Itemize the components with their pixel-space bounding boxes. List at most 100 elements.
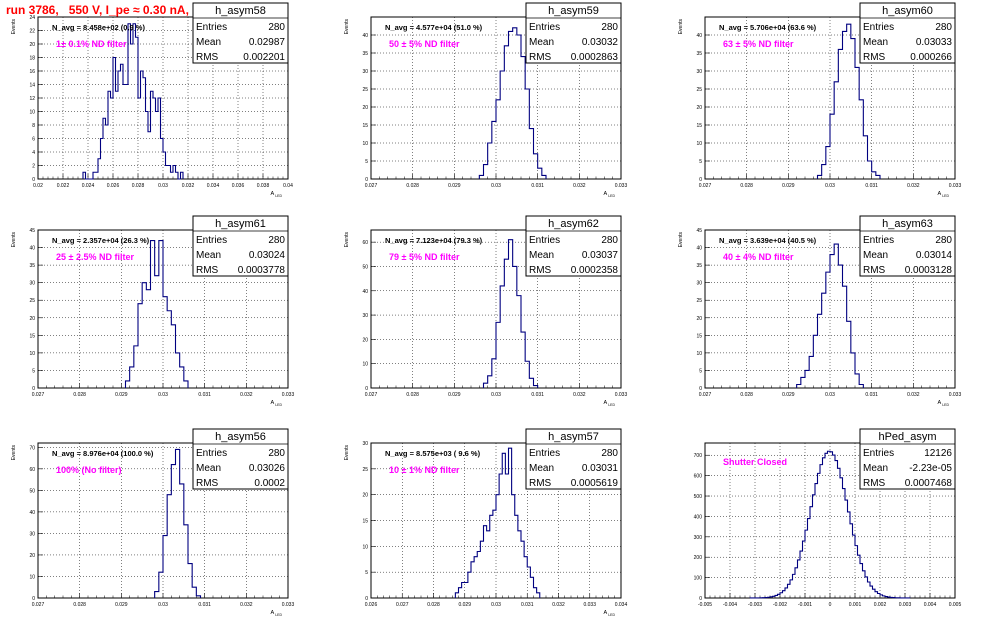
y-tick-label: 0 (699, 177, 702, 183)
y-tick-label: 700 (694, 453, 703, 459)
x-tick-label: 0.028 (132, 183, 145, 189)
histogram-line (796, 243, 864, 388)
stats-key-entries: Entries (863, 235, 894, 246)
histogram-panel-h_asym56: 0.027 0.028 0.029 0.03 0.031 0.032 0.033 0 10 20 3… (11, 428, 294, 617)
x-tick-label: 0.029 (782, 392, 795, 398)
stats-title: h_asym60 (882, 5, 933, 17)
x-tick-label: 0.028 (740, 183, 753, 189)
stats-box (859, 215, 956, 277)
y-tick-label: 5 (32, 368, 35, 374)
y-tick-label: 200 (694, 555, 703, 561)
x-tick-label: 0.033 (615, 183, 628, 189)
stats-title: h_asym56 (215, 431, 266, 443)
stats-key-mean: Mean (196, 463, 221, 474)
filter-annotation: 10 ± 1% ND filter (389, 465, 460, 475)
histogram-line (82, 23, 184, 180)
x-tick-label: 0.005 (949, 602, 962, 608)
filter-annotation: 100% (No filter) (56, 465, 122, 475)
x-axis-title: A LED (271, 400, 283, 407)
y-tick-label: 5 (699, 368, 702, 374)
x-tick-label: 0.028 (740, 392, 753, 398)
navg-label: N_avg = 7.123e+04 (79.3 %) (385, 236, 483, 245)
stats-key-mean: Mean (863, 250, 888, 261)
x-tick-label: 0.03 (158, 183, 168, 189)
x-tick-label: 0.026 (365, 602, 378, 608)
stats-title: h_asym57 (548, 431, 599, 443)
y-tick-label: 10 (29, 351, 35, 357)
x-tick-label: 0.029 (448, 392, 461, 398)
y-tick-label: 10 (29, 110, 35, 116)
histogram-line (478, 27, 547, 179)
x-tick-label: 0.031 (521, 602, 534, 608)
histogram-line (816, 23, 881, 179)
y-tick-label: 400 (694, 514, 703, 520)
x-tick-label: 0.031 (531, 392, 544, 398)
stats-key-rms: RMS (863, 52, 886, 63)
x-tick-label: 0.03 (158, 392, 168, 398)
x-tick-label: 0.031 (865, 392, 878, 398)
stats-title: h_asym61 (215, 218, 266, 230)
y-tick-label: 40 (696, 246, 702, 252)
y-tick-label: 30 (29, 531, 35, 537)
stats-box (192, 215, 289, 277)
y-tick-label: 4 (32, 150, 35, 156)
y-tick-label: 15 (696, 123, 702, 129)
stats-value-rms: 0.0002358 (571, 265, 619, 276)
y-tick-label: 0 (32, 596, 35, 602)
x-tick-label: 0.032 (573, 392, 586, 398)
navg-label: N_avg = 8.976e+04 (100.0 %) (52, 449, 154, 458)
stats-key-entries: Entries (529, 448, 560, 459)
x-tick-label: 0 (829, 602, 832, 608)
x-tick-label: 0.03 (491, 602, 501, 608)
x-tick-label: 0.028 (427, 602, 440, 608)
x-tick-label: 0.031 (865, 183, 878, 189)
stats-value-entries: 280 (268, 448, 285, 459)
histogram-line (482, 239, 539, 388)
x-axis-title: A LED (938, 400, 950, 407)
y-tick-label: 12 (29, 96, 35, 102)
x-tick-label: 0.03 (158, 602, 168, 608)
stats-key-rms: RMS (196, 52, 219, 63)
y-tick-label: 24 (29, 15, 35, 21)
y-tick-label: 40 (362, 33, 368, 39)
y-tick-label: 40 (29, 246, 35, 252)
y-tick-label: 10 (29, 574, 35, 580)
stats-box (525, 428, 622, 490)
x-axis-title: A LED (271, 610, 283, 617)
filter-annotation: 79 ± 5% ND filter (389, 252, 460, 262)
stats-value-rms: 0.0003778 (238, 265, 286, 276)
x-tick-label: 0.038 (257, 183, 270, 189)
stats-value-mean: 0.03037 (582, 250, 619, 261)
stats-key-rms: RMS (863, 478, 886, 489)
stats-value-rms: 0.0007468 (905, 478, 953, 489)
x-tick-label: 0.027 (699, 392, 712, 398)
y-tick-label: 300 (694, 535, 703, 541)
y-tick-label: 60 (362, 240, 368, 246)
histogram-panel-hPed_asym: -0.005 -0.004 -0.003 -0.002 -0.001 0 0.001 0.00… (694, 428, 962, 608)
y-tick-label: 35 (362, 51, 368, 57)
y-tick-label: 25 (696, 298, 702, 304)
y-tick-label: 10 (362, 544, 368, 550)
y-tick-label: 20 (696, 105, 702, 111)
x-tick-label: 0.03 (491, 392, 501, 398)
x-axis-title: A LED (604, 400, 616, 407)
y-tick-label: 6 (32, 137, 35, 143)
x-axis-title: A LED (604, 191, 616, 198)
y-axis-title: Events (11, 232, 17, 248)
y-tick-label: 35 (696, 51, 702, 57)
y-tick-label: 16 (29, 69, 35, 75)
x-tick-label: 0.029 (115, 602, 128, 608)
x-tick-label: 0.003 (899, 602, 912, 608)
x-tick-label: 0.032 (573, 183, 586, 189)
stats-value-entries: 280 (601, 235, 618, 246)
y-axis-title: Events (344, 19, 350, 35)
x-tick-label: -0.003 (748, 602, 762, 608)
stats-key-rms: RMS (196, 478, 219, 489)
stats-value-mean: 0.02987 (249, 37, 286, 48)
y-tick-label: 600 (694, 474, 703, 480)
y-axis-title: Events (344, 445, 350, 461)
stats-value-entries: 280 (935, 22, 952, 33)
y-tick-label: 25 (362, 467, 368, 473)
stats-value-mean: 0.03024 (249, 250, 286, 261)
